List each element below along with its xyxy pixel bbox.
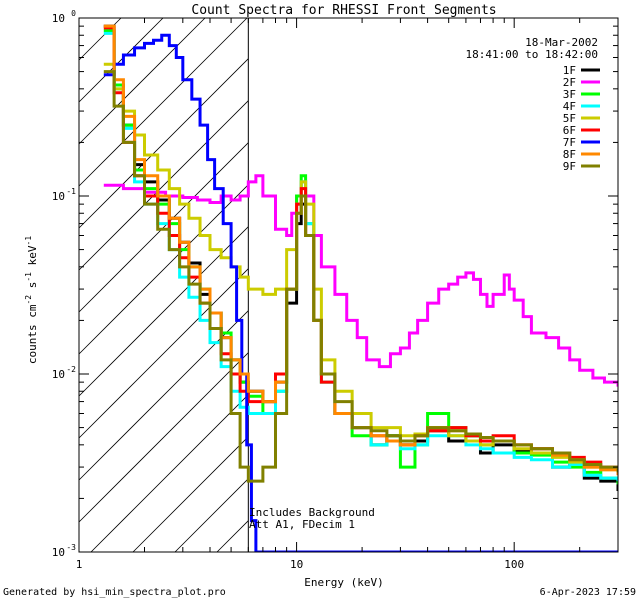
legend-date: 18-Mar-2002 [525, 36, 598, 49]
x-tick-label: 1 [76, 558, 83, 571]
y-tick-label: 10 [52, 190, 65, 203]
y-tick-label: 10 [52, 368, 65, 381]
legend-label-4F: 4F [563, 100, 576, 113]
annotation-background: Includes Background [249, 506, 375, 519]
annotation-attenuator: Att A1, FDecim 1 [249, 518, 355, 531]
legend-label-3F: 3F [563, 88, 576, 101]
y-tick-exponent: -1 [66, 187, 76, 196]
footer-generated-by: Generated by hsi_min_spectra_plot.pro [3, 587, 226, 598]
legend-label-5F: 5F [563, 112, 576, 125]
footer-timestamp: 6-Apr-2023 17:59 [540, 587, 636, 598]
x-tick-label: 100 [504, 558, 524, 571]
legend-label-1F: 1F [563, 64, 576, 77]
legend-label-6F: 6F [563, 124, 576, 137]
legend-label-8F: 8F [563, 148, 576, 161]
y-tick-exponent: 0 [71, 9, 76, 18]
plot-frame [78, 17, 619, 553]
series-layer [103, 24, 618, 552]
x-tick-label: 10 [290, 558, 303, 571]
series-line-2F [103, 174, 618, 387]
legend-label-9F: 9F [563, 160, 576, 173]
y-axis-label: counts cm-2 s-1 keV-1 [24, 236, 39, 364]
legend-time-range: 18:41:00 to 18:42:00 [466, 48, 598, 61]
y-tick-exponent: -3 [66, 543, 76, 552]
y-tick-exponent: -2 [66, 365, 76, 374]
y-tick-label: 10 [52, 546, 65, 559]
legend-label-2F: 2F [563, 76, 576, 89]
chart-title: Count Spectra for RHESSI Front Segments [191, 3, 496, 18]
legend-label-7F: 7F [563, 136, 576, 149]
x-axis-label: Energy (keV) [304, 576, 383, 589]
y-tick-label: 10 [52, 12, 65, 25]
series-line-9F [103, 70, 618, 483]
